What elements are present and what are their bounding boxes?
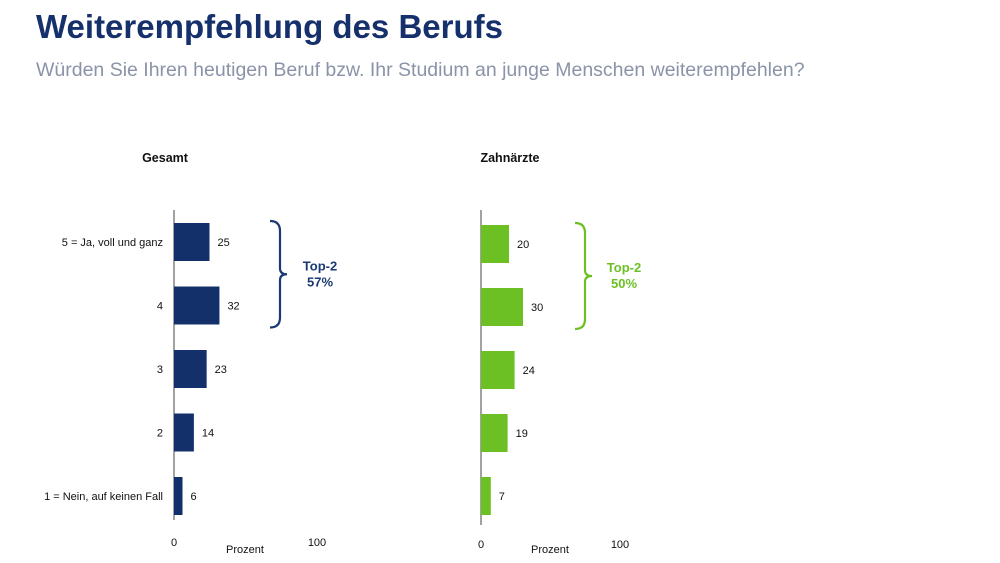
chart1-tick-label: 0 [171,537,177,549]
chart1-category-label: 2 [157,428,163,440]
chart1-tick-label: 100 [308,537,326,549]
chart2-top2-bracket [574,221,593,331]
chart2-bar [481,477,491,515]
chart1-value-label: 14 [202,428,214,440]
chart1-bar [174,223,210,261]
chart2-value-label: 20 [517,239,529,251]
chart2-bar [481,225,509,263]
chart1-value-label: 6 [191,491,197,503]
chart1-value-label: 32 [227,301,239,313]
chart2-tick-label: 0 [478,539,484,551]
chart2-value-label: 24 [523,365,535,377]
chart1-top2-label: Top-2 [303,258,337,273]
chart1-category-label: 5 = Ja, voll und ganz [62,237,163,249]
chart2-bar [481,414,508,452]
chart1-top2-bracket [269,219,288,329]
chart1-x-axis-label: Prozent [226,544,264,556]
chart1-bar [174,286,220,325]
chart2-tick-label: 100 [611,539,629,551]
chart1-title: Gesamt [142,151,189,165]
chart2-title: Zahnärzte [480,151,539,165]
chart2-top2-label: Top-2 [607,260,641,275]
page-subtitle: Würden Sie Ihren heutigen Beruf bzw. Ihr… [36,59,805,81]
chart1-value-label: 23 [215,364,227,376]
chart1-value-label: 25 [218,237,230,249]
chart1-bar [174,350,207,388]
chart1-bar [174,413,194,452]
chart1-top2-value: 57% [307,274,333,289]
chart2-top2-value: 50% [611,276,637,291]
chart1-bar [174,477,183,515]
chart2-bar [481,288,523,326]
chart2-value-label: 19 [516,428,528,440]
chart1-category-label: 1 = Nein, auf keinen Fall [44,491,163,503]
chart2-x-axis-label: Prozent [531,544,569,556]
chart2-value-label: 7 [499,491,505,503]
chart2-bar [481,351,515,389]
page-title: Weiterempfehlung des Berufs [36,8,503,45]
chart1-category-label: 3 [157,364,163,376]
chart1-category-label: 4 [157,301,163,313]
chart2-value-label: 30 [531,302,543,314]
